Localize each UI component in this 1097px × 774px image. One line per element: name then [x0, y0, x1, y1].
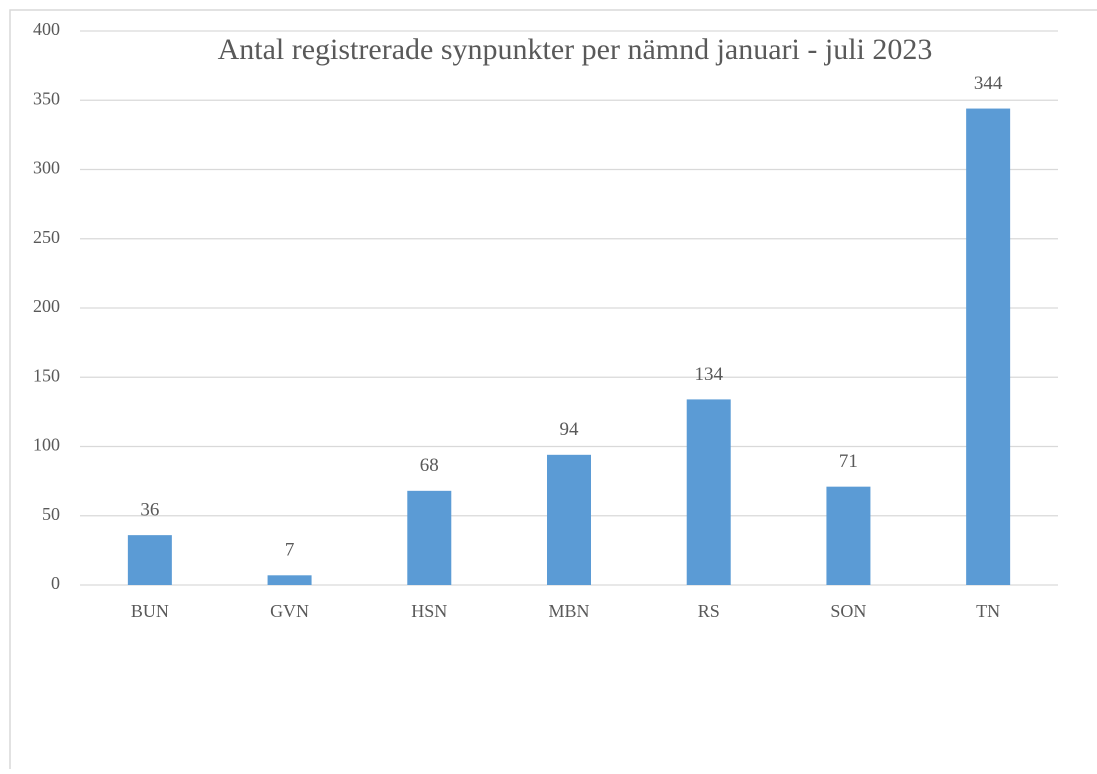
data-label: 71 [839, 451, 858, 472]
x-tick-label: HSN [411, 601, 447, 621]
chart-frame [9, 9, 1097, 774]
bar [686, 399, 731, 585]
x-tick-label: BUN [131, 601, 169, 621]
y-tick-label: 400 [33, 19, 60, 39]
bar [547, 454, 591, 585]
x-tick-label: RS [698, 601, 720, 621]
bar [267, 575, 312, 585]
data-label: 94 [560, 419, 580, 440]
y-tick-label: 150 [33, 365, 60, 385]
y-tick-label: 350 [33, 88, 60, 108]
chart-title: Antal registrerade synpunkter per nämnd … [218, 33, 933, 66]
bar [407, 490, 452, 585]
x-tick-label: TN [976, 601, 1000, 621]
y-tick-label: 0 [51, 573, 60, 593]
bar [966, 108, 1011, 585]
y-tick-label: 250 [33, 227, 60, 247]
y-tick-label: 200 [33, 296, 60, 316]
y-tick-label: 300 [33, 158, 60, 178]
x-tick-label: SON [830, 601, 866, 621]
data-label: 36 [140, 499, 159, 520]
data-label: 134 [694, 364, 723, 385]
bar [826, 486, 871, 585]
data-label: 344 [974, 73, 1003, 94]
y-tick-label: 50 [42, 504, 60, 524]
data-label: 68 [420, 455, 439, 476]
x-tick-label: GVN [270, 601, 309, 621]
bar [127, 535, 172, 585]
y-tick-label: 100 [33, 435, 60, 455]
data-label: 7 [285, 540, 295, 561]
x-tick-label: MBN [548, 601, 589, 621]
